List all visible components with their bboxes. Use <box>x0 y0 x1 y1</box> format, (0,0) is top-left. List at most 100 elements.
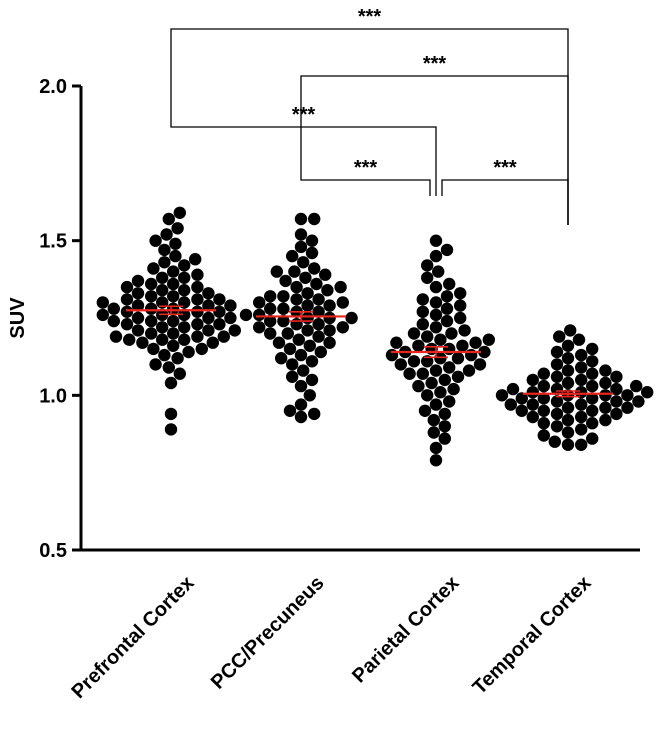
data-point <box>586 404 599 417</box>
data-point <box>412 339 425 352</box>
data-point <box>323 336 336 349</box>
data-point <box>178 321 191 334</box>
data-point <box>156 284 169 297</box>
data-point <box>429 398 443 411</box>
mean-sem-markers <box>126 305 613 398</box>
data-point <box>550 370 564 383</box>
data-point <box>526 373 539 387</box>
data-point <box>178 333 191 346</box>
data-points <box>96 206 654 467</box>
data-point <box>537 367 550 380</box>
data-point <box>202 311 215 325</box>
data-point <box>120 293 134 306</box>
data-point <box>294 398 308 411</box>
data-point <box>96 308 110 322</box>
y-tick-label: 1.0 <box>39 385 67 407</box>
data-point <box>191 280 204 294</box>
data-point <box>264 327 277 340</box>
data-point <box>323 299 336 312</box>
data-point <box>416 305 429 318</box>
data-point <box>390 336 403 349</box>
data-point <box>407 355 421 368</box>
data-point <box>167 290 180 303</box>
data-point <box>561 426 575 439</box>
data-point <box>164 407 178 421</box>
data-point <box>416 367 429 380</box>
data-point <box>440 314 454 328</box>
data-point <box>264 290 277 303</box>
data-point <box>195 342 208 356</box>
data-point <box>305 246 319 260</box>
data-point <box>178 284 191 297</box>
data-point <box>526 398 539 411</box>
data-point <box>443 342 456 356</box>
data-point <box>297 256 310 269</box>
data-point <box>286 249 299 263</box>
data-point <box>191 305 204 318</box>
data-point <box>239 308 253 322</box>
data-point <box>586 432 599 445</box>
data-point <box>323 311 336 325</box>
data-point <box>458 324 471 337</box>
data-point <box>167 327 180 340</box>
data-point <box>288 265 301 278</box>
data-point <box>575 361 588 374</box>
data-point <box>506 382 520 396</box>
data-point <box>586 342 599 356</box>
data-point <box>434 386 447 399</box>
data-point <box>294 379 308 393</box>
data-point <box>167 314 180 328</box>
data-point <box>312 293 325 306</box>
data-point <box>427 426 440 439</box>
data-point <box>416 318 429 331</box>
data-point <box>429 249 443 263</box>
data-point <box>178 308 191 322</box>
data-point <box>599 364 612 377</box>
data-point <box>202 324 215 337</box>
data-point <box>572 333 586 346</box>
data-point <box>164 423 178 436</box>
data-point <box>283 404 297 417</box>
data-point <box>131 311 145 325</box>
data-point <box>286 370 299 383</box>
data-point <box>301 287 314 300</box>
data-point <box>425 376 438 390</box>
data-point <box>312 305 325 318</box>
data-point <box>277 290 290 303</box>
data-point <box>323 324 336 337</box>
data-point <box>277 302 290 315</box>
data-point <box>575 438 588 451</box>
significance-bracket <box>441 179 569 225</box>
data-point <box>171 222 184 235</box>
data-point <box>478 345 491 359</box>
data-point <box>434 333 447 346</box>
data-point <box>561 376 575 390</box>
data-point <box>561 339 575 352</box>
data-point <box>160 228 173 241</box>
y-tick-label: 1.5 <box>39 231 67 253</box>
data-point <box>599 389 612 402</box>
data-point <box>564 324 577 337</box>
significance-label: *** <box>292 104 316 126</box>
data-point <box>456 339 469 352</box>
data-point <box>421 259 434 272</box>
data-point <box>171 352 184 365</box>
data-point <box>131 287 145 300</box>
data-point <box>586 355 599 368</box>
data-point <box>308 407 321 421</box>
data-point <box>421 355 434 368</box>
data-point <box>610 407 623 421</box>
data-point <box>290 293 303 306</box>
data-point <box>427 413 440 427</box>
data-point <box>156 321 169 334</box>
data-point <box>438 407 451 421</box>
data-point <box>421 389 434 402</box>
data-point <box>120 318 134 331</box>
data-point <box>451 370 465 383</box>
data-point <box>145 314 158 328</box>
data-point <box>120 280 134 294</box>
data-point <box>610 382 623 396</box>
data-point <box>217 330 230 343</box>
significance-bracket <box>300 176 431 196</box>
